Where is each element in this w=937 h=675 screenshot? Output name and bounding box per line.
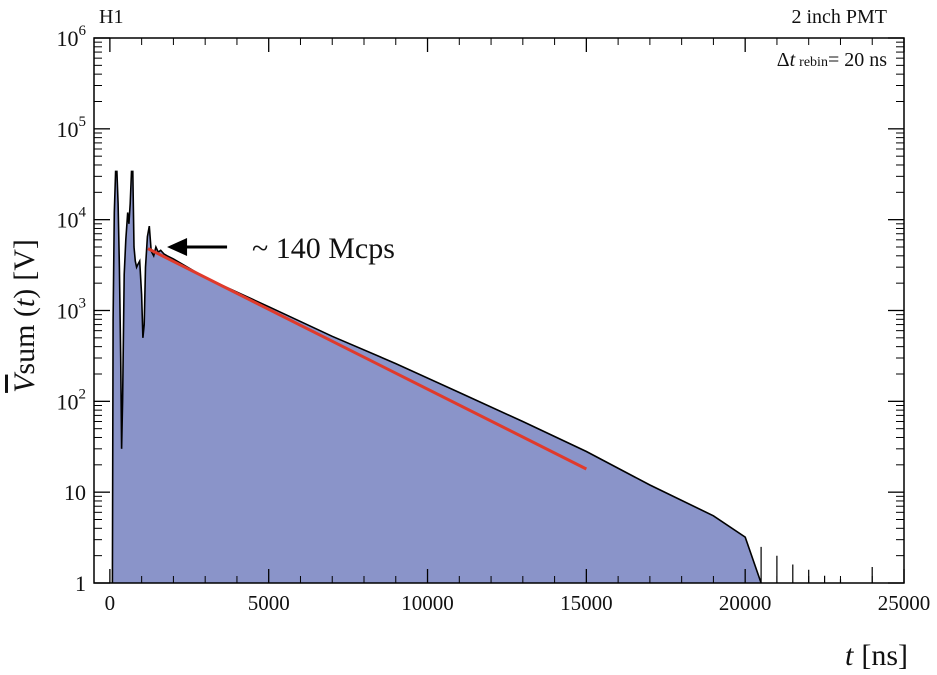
y-axis-sum: sum ( — [8, 307, 41, 375]
y-tick-label: 104 — [57, 205, 87, 233]
y-axis-label: Vsum (t) [V] — [8, 239, 41, 393]
y-axis-v: V — [8, 371, 41, 393]
y-tick-base: 10 — [57, 299, 79, 324]
x-tick-label: 25000 — [878, 591, 931, 615]
y-tick-label: 105 — [57, 114, 87, 142]
y-tick-base: 10 — [57, 389, 79, 414]
histogram-tail — [760, 546, 873, 583]
binning-value: = 20 ns — [828, 49, 887, 71]
y-axis-unit: [V] — [8, 239, 41, 281]
y-tick-label: 102 — [57, 386, 87, 414]
y-tick-label: 10 — [64, 480, 86, 505]
plot-area — [111, 170, 873, 584]
y-tick-base: 10 — [64, 480, 86, 505]
binning-t: t — [790, 49, 796, 71]
y-tick-exponent: 4 — [79, 205, 87, 221]
x-tick-label: 10000 — [401, 591, 454, 615]
x-tick-label: 20000 — [719, 591, 772, 615]
annotation-arrowhead — [167, 238, 188, 257]
x-tick-label: 0 — [105, 591, 116, 615]
y-axis-t: t — [8, 298, 41, 307]
x-axis-var: t — [845, 639, 854, 672]
y-tick-base: 10 — [57, 208, 79, 233]
histogram-fill — [112, 171, 762, 583]
histogram-label: H1 — [99, 6, 123, 28]
y-tick-base: 10 — [57, 117, 79, 142]
x-axis-unit: [ns] — [861, 639, 908, 672]
y-tick-label: 103 — [57, 296, 87, 324]
binning-sub: rebin — [799, 55, 828, 70]
x-tick-label: 15000 — [560, 591, 613, 615]
binning-label: Δt rebin= 20 ns — [777, 49, 887, 71]
svg-text:Vsum (t)[V]: Vsum (t) [V] — [8, 239, 41, 393]
x-axis-label: t [ns] — [845, 639, 908, 672]
y-axis-close: ) — [8, 289, 41, 299]
annotation-text: ~ 140 Mcps — [252, 232, 395, 265]
fit-line — [147, 247, 588, 471]
y-tick-exponent: 2 — [79, 386, 87, 402]
y-tick-label: 106 — [57, 23, 87, 51]
y-tick-label: 1 — [75, 571, 86, 596]
histogram-outline — [111, 170, 762, 584]
y-tick-exponent: 3 — [79, 296, 87, 312]
x-tick-label: 5000 — [248, 591, 290, 615]
chart-title: 2 inch PMT — [791, 6, 887, 28]
binning-delta: Δ — [777, 49, 790, 71]
y-tick-exponent: 6 — [79, 23, 87, 39]
y-tick-exponent: 5 — [79, 114, 87, 130]
y-tick-base: 10 — [57, 26, 79, 51]
axes: 0 5000 10000 15000 20000 25000110102103104105… — [57, 23, 931, 615]
y-tick-base: 1 — [75, 571, 86, 596]
